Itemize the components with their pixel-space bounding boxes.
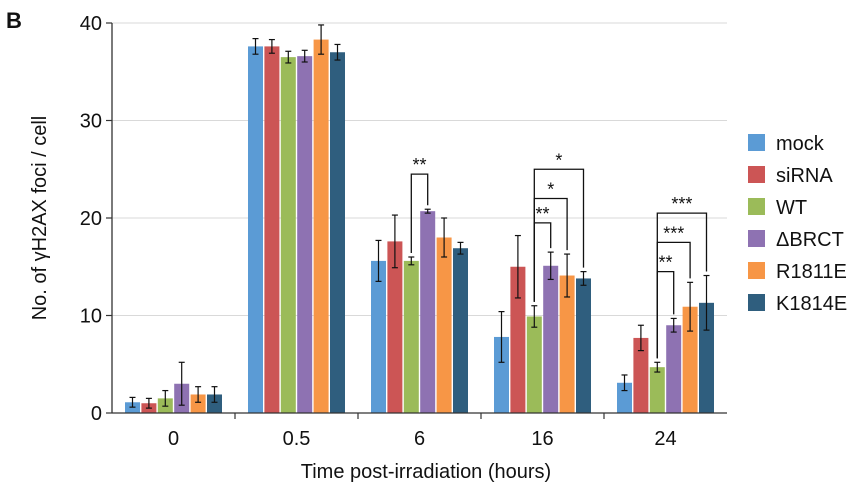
- bar-K1814E-0.5: [330, 52, 345, 413]
- y-tick-label-40: 40: [80, 13, 102, 35]
- significance-bracket-6: [656, 212, 708, 359]
- bar-R1811E-16: [559, 275, 575, 413]
- bar-R1811E-0.5: [313, 39, 329, 413]
- x-tick-label-0.5: 0.5: [283, 428, 311, 450]
- bar-mock-0.5: [248, 46, 263, 414]
- significance-label-0: **: [412, 155, 426, 175]
- bar-K1814E-6: [453, 248, 468, 413]
- significance-label-3: *: [555, 150, 562, 170]
- significance-label-5: ***: [663, 223, 684, 243]
- bar-WT-16: [526, 316, 542, 413]
- significance-bracket-3: [533, 168, 585, 302]
- axes: 0 10 20 30 40 0 0.5 6 16 24: [80, 13, 727, 450]
- legend-swatch-ΔBRCT: [748, 230, 765, 247]
- x-tick-label-6: 6: [414, 428, 425, 450]
- bar-ΔBRCT-0.5: [297, 56, 313, 414]
- bar-siRNA-0.5: [264, 46, 280, 414]
- bar-R1811E-0: [190, 394, 206, 413]
- x-axis-title: Time post-irradiation (hours): [301, 461, 551, 483]
- legend-swatch-siRNA: [748, 166, 765, 183]
- panel-label: B: [6, 8, 22, 33]
- y-axis-title: No. of γH2AX foci / cell: [29, 116, 51, 321]
- y-tick-label-20: 20: [80, 208, 102, 230]
- legend-swatch-R1811E: [748, 262, 765, 279]
- bar-WT-6: [403, 260, 419, 413]
- y-tick-label-0: 0: [91, 403, 102, 425]
- significance-label-2: *: [547, 180, 554, 200]
- significance-bracket-0: [410, 173, 429, 253]
- bar-mock-6: [371, 260, 386, 413]
- bar-WT-0.5: [280, 57, 296, 413]
- bar-K1814E-16: [576, 278, 591, 413]
- legend-label-WT: WT: [776, 197, 807, 219]
- significance-label-4: **: [658, 253, 672, 273]
- bar-siRNA-6: [387, 241, 403, 413]
- bar-R1811E-6: [436, 237, 452, 413]
- legend-swatch-K1814E: [748, 294, 765, 311]
- legend-label-R1811E: R1811E: [776, 261, 847, 283]
- y-tick-label-10: 10: [80, 306, 102, 328]
- significance-label-1: **: [535, 204, 549, 224]
- legend: mock siRNA WT ΔBRCT R1811E K1814E: [748, 133, 847, 315]
- bar-ΔBRCT-24: [666, 325, 682, 413]
- bar-ΔBRCT-16: [543, 265, 559, 413]
- legend-label-K1814E: K1814E: [776, 293, 847, 315]
- bar-siRNA-24: [633, 337, 649, 413]
- legend-label-mock: mock: [776, 133, 825, 155]
- bar-mock-16: [494, 336, 509, 413]
- bar-ΔBRCT-6: [420, 211, 436, 413]
- bar-R1811E-24: [682, 306, 698, 413]
- legend-swatch-WT: [748, 198, 765, 215]
- x-tick-label-0: 0: [168, 428, 179, 450]
- legend-label-ΔBRCT: ΔBRCT: [776, 229, 844, 251]
- error-bars: [129, 24, 710, 409]
- bar-siRNA-16: [510, 266, 526, 413]
- bars: [125, 39, 714, 414]
- bar-K1814E-24: [699, 302, 714, 413]
- significance-annotations: **************: [410, 150, 708, 359]
- x-tick-label-24: 24: [654, 428, 676, 450]
- y-tick-label-30: 30: [80, 111, 102, 133]
- significance-label-6: ***: [671, 194, 692, 214]
- bar-WT-24: [649, 367, 665, 413]
- bar-mock-24: [617, 382, 632, 413]
- x-tick-label-16: 16: [531, 428, 553, 450]
- grid-lines: [112, 22, 727, 316]
- legend-label-siRNA: siRNA: [776, 165, 833, 187]
- bar-K1814E-0: [207, 394, 222, 413]
- legend-swatch-mock: [748, 134, 765, 151]
